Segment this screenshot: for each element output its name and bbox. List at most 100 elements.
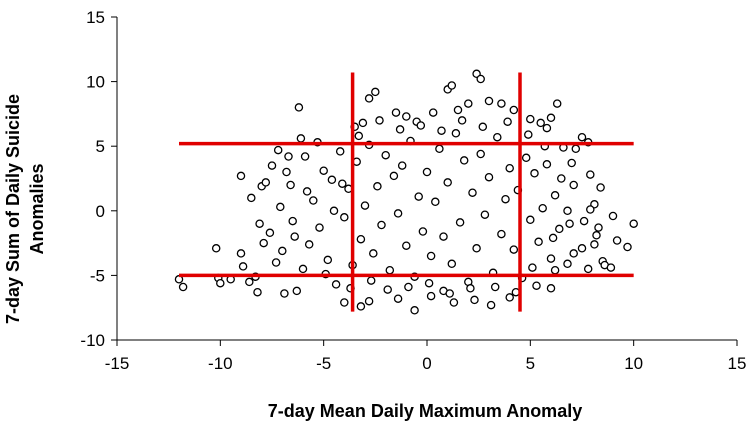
y-tick-label: -10 bbox=[80, 331, 105, 350]
data-point bbox=[484, 172, 494, 182]
data-point bbox=[393, 209, 403, 218]
data-point bbox=[335, 147, 345, 156]
data-point bbox=[592, 231, 601, 240]
data-point bbox=[476, 149, 485, 159]
data-point bbox=[253, 287, 262, 297]
data-point bbox=[422, 167, 432, 177]
data-points bbox=[174, 69, 638, 315]
data-point bbox=[596, 183, 605, 192]
data-point bbox=[428, 108, 438, 117]
x-tick-label: 15 bbox=[728, 354, 747, 373]
data-point bbox=[236, 249, 246, 258]
y-tick-label: 10 bbox=[86, 73, 105, 92]
data-point bbox=[296, 134, 306, 143]
data-point bbox=[356, 302, 366, 311]
data-point bbox=[377, 220, 386, 230]
data-point bbox=[445, 289, 454, 298]
data-point bbox=[238, 262, 248, 271]
data-point bbox=[340, 213, 349, 222]
data-point bbox=[443, 178, 452, 187]
data-point bbox=[385, 265, 395, 275]
data-point bbox=[509, 245, 519, 254]
data-point bbox=[530, 169, 539, 178]
data-point bbox=[381, 150, 390, 160]
data-point bbox=[490, 282, 500, 292]
data-point bbox=[426, 251, 436, 261]
data-point bbox=[569, 249, 578, 258]
data-point bbox=[292, 286, 302, 296]
data-point bbox=[404, 282, 413, 292]
data-point bbox=[290, 232, 299, 241]
data-point bbox=[391, 108, 401, 117]
data-point bbox=[354, 131, 364, 141]
data-point bbox=[449, 298, 459, 307]
data-point bbox=[300, 152, 310, 161]
data-point bbox=[276, 202, 285, 212]
data-point bbox=[410, 306, 419, 315]
data-point bbox=[278, 246, 287, 256]
data-point bbox=[606, 263, 616, 272]
data-point bbox=[538, 203, 547, 213]
data-point bbox=[546, 284, 556, 293]
data-point bbox=[447, 259, 457, 269]
data-point bbox=[480, 210, 490, 219]
x-tick-label: 5 bbox=[526, 354, 535, 373]
data-point bbox=[505, 293, 514, 302]
data-point bbox=[273, 145, 283, 155]
data-point bbox=[470, 295, 479, 305]
data-point bbox=[536, 118, 545, 128]
data-point bbox=[439, 232, 448, 241]
data-point bbox=[451, 129, 461, 138]
data-point bbox=[426, 291, 436, 301]
threshold-lines bbox=[179, 72, 634, 312]
data-point bbox=[329, 206, 339, 216]
data-point bbox=[416, 121, 426, 130]
data-point bbox=[178, 282, 188, 292]
data-point bbox=[457, 116, 467, 125]
data-point bbox=[360, 201, 370, 210]
x-tick-label: 0 bbox=[422, 354, 431, 373]
data-point bbox=[486, 300, 496, 310]
data-point bbox=[358, 118, 368, 128]
data-point bbox=[612, 236, 622, 245]
data-point bbox=[563, 206, 572, 216]
data-point bbox=[542, 160, 552, 169]
data-point bbox=[437, 126, 446, 135]
data-point bbox=[364, 296, 374, 306]
data-point bbox=[521, 153, 531, 163]
data-point bbox=[247, 193, 256, 203]
data-point bbox=[259, 238, 268, 248]
data-point bbox=[455, 218, 465, 227]
data-point bbox=[267, 161, 277, 170]
data-point bbox=[393, 294, 403, 303]
data-point bbox=[565, 219, 574, 228]
data-point bbox=[375, 116, 384, 125]
data-point bbox=[418, 227, 428, 236]
data-point bbox=[414, 192, 423, 201]
y-tick-label: 0 bbox=[96, 202, 105, 221]
data-point bbox=[402, 112, 411, 121]
data-point bbox=[586, 170, 595, 179]
data-point bbox=[373, 182, 382, 191]
data-point bbox=[590, 240, 599, 249]
data-point bbox=[298, 264, 308, 274]
data-point bbox=[567, 158, 576, 168]
y-axis-title-line-1: 7-day Sum of Daily Suicide bbox=[3, 94, 23, 324]
data-point bbox=[571, 144, 581, 154]
data-point bbox=[586, 205, 595, 214]
data-point bbox=[577, 244, 587, 253]
data-point bbox=[546, 113, 556, 123]
data-point bbox=[468, 188, 477, 197]
data-point bbox=[534, 237, 543, 247]
data-point bbox=[236, 171, 246, 181]
data-point bbox=[464, 99, 473, 108]
data-point bbox=[579, 216, 589, 226]
data-point bbox=[542, 123, 552, 133]
x-tick-label: -15 bbox=[105, 354, 130, 373]
data-point bbox=[509, 105, 519, 115]
data-point bbox=[484, 96, 494, 106]
data-point bbox=[389, 171, 399, 181]
data-point bbox=[315, 223, 324, 232]
